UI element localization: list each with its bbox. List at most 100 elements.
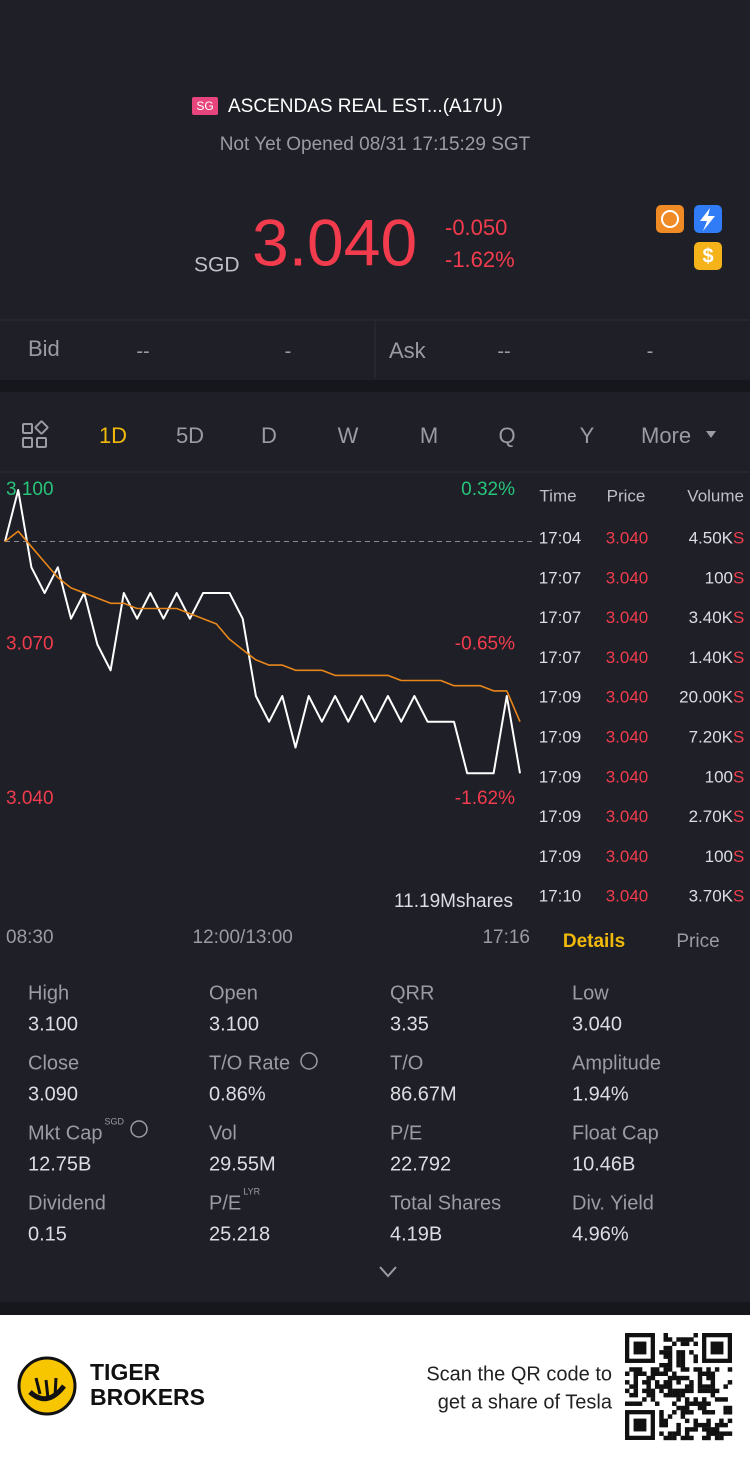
detail-label: Div. Yield bbox=[572, 1192, 654, 1214]
qr-cell bbox=[650, 1392, 656, 1398]
qr-cell bbox=[672, 1410, 677, 1415]
qr-cell bbox=[676, 1422, 681, 1428]
grid-icon[interactable] bbox=[22, 420, 49, 448]
qr-cell bbox=[706, 1435, 711, 1441]
qr-cell bbox=[697, 1422, 703, 1428]
brand: TIGER bbox=[90, 1359, 161, 1385]
qr-cell bbox=[697, 1375, 703, 1381]
qr-cell bbox=[693, 1427, 698, 1432]
currency: SGD bbox=[194, 254, 240, 277]
qr-cell bbox=[714, 1431, 720, 1436]
qr-finder bbox=[633, 1418, 647, 1432]
period-tab[interactable]: M bbox=[420, 423, 438, 448]
average-line bbox=[4, 530, 521, 723]
price-line bbox=[4, 489, 521, 775]
detail-superscript: SGD bbox=[104, 1116, 124, 1126]
trade-volume: 100 bbox=[705, 847, 733, 866]
trade-volume: 3.70K bbox=[689, 887, 734, 906]
qr-cell bbox=[723, 1384, 728, 1389]
detail-value: 0.86% bbox=[209, 1083, 266, 1105]
qr-cell bbox=[667, 1354, 673, 1359]
qr-cell bbox=[629, 1367, 634, 1372]
qr-cell bbox=[642, 1380, 647, 1385]
qr-cell bbox=[714, 1422, 720, 1428]
qr-cell bbox=[727, 1431, 733, 1436]
side-tab[interactable]: Price bbox=[676, 931, 719, 952]
qr-cell bbox=[719, 1431, 724, 1436]
period-tab[interactable]: More bbox=[641, 423, 691, 448]
brand: BROKERS bbox=[90, 1384, 205, 1410]
qr-cell bbox=[646, 1384, 651, 1389]
period-tab[interactable]: 5D bbox=[176, 423, 204, 448]
qr-cell bbox=[672, 1371, 677, 1376]
qr-cell bbox=[676, 1375, 681, 1381]
qr-cell bbox=[706, 1371, 711, 1376]
qr-cell bbox=[672, 1435, 677, 1441]
trade-side: S bbox=[733, 847, 744, 866]
qr-cell bbox=[659, 1414, 664, 1419]
trade-side: S bbox=[733, 727, 744, 746]
qr-cell bbox=[654, 1384, 660, 1389]
trade-price: 3.040 bbox=[606, 887, 649, 906]
promo: get a share of Tesla bbox=[438, 1391, 613, 1413]
period-tab[interactable]: D bbox=[261, 423, 277, 448]
period-tab[interactable]: 1D bbox=[99, 423, 127, 448]
qr-cell bbox=[680, 1341, 686, 1347]
change-pct: -1.62% bbox=[445, 247, 515, 272]
qr-cell bbox=[663, 1337, 668, 1342]
qr-cell bbox=[706, 1431, 711, 1436]
qr-cell bbox=[693, 1341, 698, 1347]
period-tab[interactable]: Q bbox=[498, 423, 515, 448]
qr-cell bbox=[710, 1384, 716, 1389]
detail-value: 4.19B bbox=[390, 1223, 442, 1245]
info-icon[interactable] bbox=[130, 1120, 148, 1138]
info-icon[interactable] bbox=[300, 1052, 318, 1070]
detail-value: 86.67M bbox=[390, 1083, 457, 1105]
qr-cell bbox=[706, 1401, 711, 1406]
qr-cell bbox=[629, 1392, 634, 1398]
qr-cell bbox=[702, 1422, 707, 1428]
qr-cell bbox=[693, 1397, 698, 1402]
qr-cell bbox=[684, 1388, 690, 1394]
qr-cell bbox=[680, 1358, 686, 1364]
qr-cell bbox=[680, 1354, 686, 1359]
qr-cell bbox=[702, 1435, 707, 1441]
trade-time: 17:09 bbox=[539, 727, 582, 746]
period-tab[interactable]: Y bbox=[580, 423, 595, 448]
qr-cell bbox=[689, 1384, 694, 1389]
qr-cell bbox=[680, 1350, 686, 1355]
dropdown-arrow[interactable] bbox=[706, 431, 716, 438]
footer-bg bbox=[0, 1315, 750, 1460]
volume-label: 11.19Mshares bbox=[394, 891, 513, 912]
qr-cell bbox=[659, 1410, 664, 1415]
detail-value: 3.100 bbox=[28, 1013, 78, 1035]
qr-cell bbox=[693, 1422, 698, 1428]
qr-cell bbox=[684, 1375, 690, 1381]
qr-cell bbox=[654, 1367, 660, 1372]
qr-cell bbox=[689, 1401, 694, 1406]
qr-cell bbox=[697, 1405, 703, 1411]
detail-value: 10.46B bbox=[572, 1153, 635, 1175]
trade-volume: 4.50K bbox=[689, 528, 734, 547]
qr-cell bbox=[676, 1427, 681, 1432]
trade-price: 3.040 bbox=[606, 648, 649, 667]
trade-price: 3.040 bbox=[606, 608, 649, 627]
qr-cell bbox=[727, 1405, 733, 1411]
qr-cell bbox=[650, 1371, 656, 1376]
expand-chevron[interactable] bbox=[379, 1266, 397, 1278]
detail-label: Dividend bbox=[28, 1192, 106, 1214]
side-tab[interactable]: Details bbox=[563, 931, 625, 952]
qr-cell bbox=[710, 1375, 716, 1381]
qr-cell bbox=[680, 1435, 686, 1441]
trade-volume: 3.40K bbox=[689, 608, 734, 627]
qr-cell bbox=[714, 1435, 720, 1441]
qr-cell bbox=[689, 1427, 694, 1432]
trade-side: S bbox=[733, 688, 744, 707]
qr-cell bbox=[659, 1422, 664, 1428]
qr-cell bbox=[663, 1350, 668, 1355]
period-tab[interactable]: W bbox=[338, 423, 359, 448]
qr-cell bbox=[697, 1371, 703, 1376]
qr-cell bbox=[680, 1337, 686, 1342]
trade-time: 17:07 bbox=[539, 608, 582, 627]
detail-label: Total Shares bbox=[390, 1192, 501, 1214]
